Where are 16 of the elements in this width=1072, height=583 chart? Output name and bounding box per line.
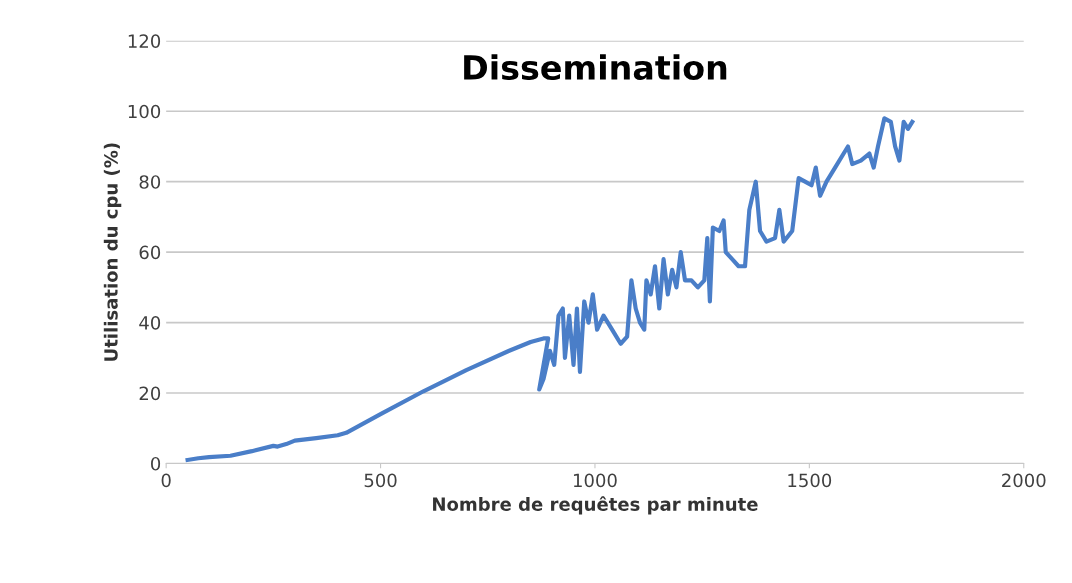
y-tick-label: 20 xyxy=(139,386,161,401)
y-axis-title: Utilisation du cpu (%) xyxy=(103,143,122,361)
x-tick-label: 500 xyxy=(364,473,397,488)
y-tick-label: 80 xyxy=(139,175,161,189)
y-tick-label: 120 xyxy=(128,34,161,48)
chart-title: Dissemination xyxy=(464,54,727,81)
y-tick-label: 100 xyxy=(128,104,161,119)
x-tick-label: 1000 xyxy=(573,473,617,488)
y-tick-label: 0 xyxy=(151,456,161,471)
y-tick-label: 60 xyxy=(139,245,161,260)
x-tick-label: 1500 xyxy=(788,473,832,488)
y-tick-label: 40 xyxy=(139,316,161,330)
line-series xyxy=(185,116,915,463)
x-axis-title: Nombre de requêtes par minute xyxy=(433,496,758,515)
x-tick-label: 0 xyxy=(161,473,171,488)
x-tick-label: 2000 xyxy=(1002,473,1046,488)
